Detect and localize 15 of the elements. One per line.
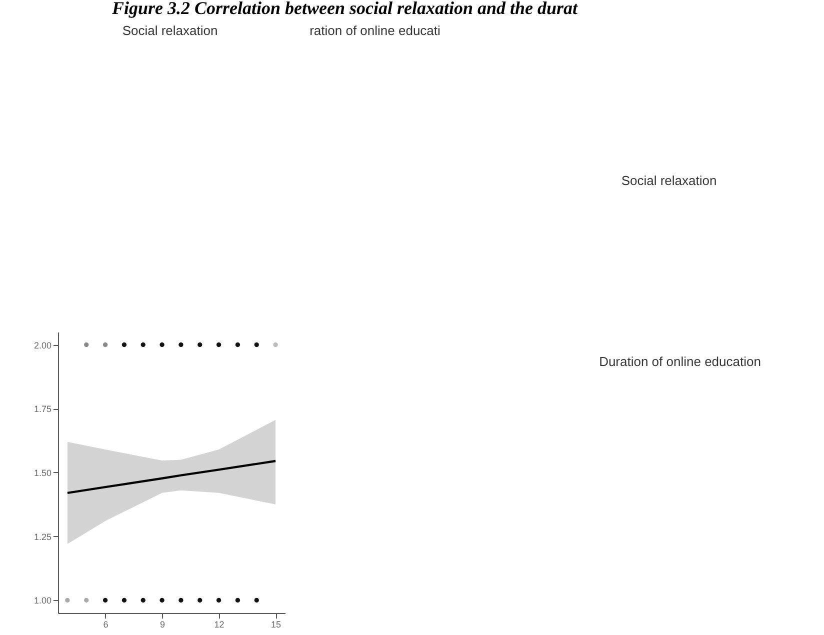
- y-tick-label: 1.25: [34, 532, 52, 542]
- y-tick-label: 1.00: [34, 596, 52, 606]
- text: ration of online educati: [310, 23, 441, 38]
- text: Social relaxation: [621, 173, 717, 188]
- x-tick-label: 15: [271, 620, 282, 630]
- x-tick-label: 9: [160, 620, 166, 630]
- y-tick-label: 1.75: [34, 404, 52, 414]
- text: Figure 3.2 Correlation between social relaxation and the durat: [111, 0, 579, 18]
- x-tick-label: 12: [214, 620, 224, 630]
- y-tick-label: 2.00: [34, 340, 52, 350]
- text: Duration of online education: [599, 354, 761, 369]
- y-tick-label: 1.50: [34, 468, 52, 478]
- text: Social relaxation: [122, 23, 218, 38]
- x-tick-label: 6: [103, 620, 108, 630]
- line-series: [66, 460, 277, 494]
